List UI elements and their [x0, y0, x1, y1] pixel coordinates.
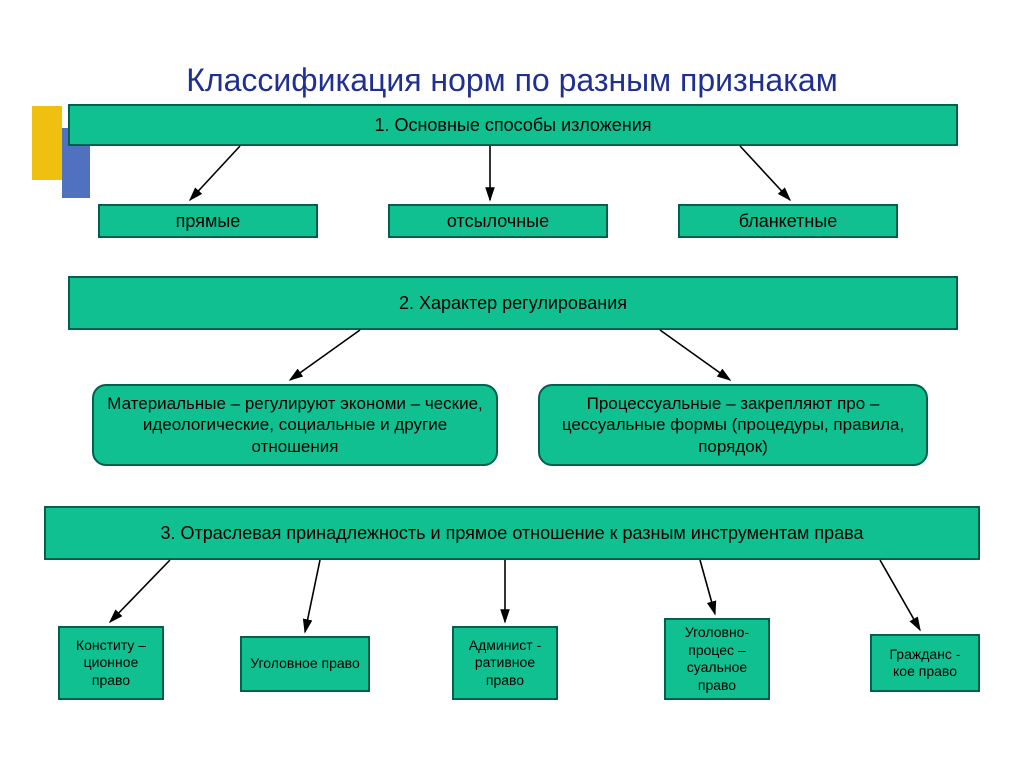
section1-item-3: бланкетные	[678, 204, 898, 238]
section1-item-2: отсылочные	[388, 204, 608, 238]
section1-item-1: прямые	[98, 204, 318, 238]
section2-header: 2. Характер регулирования	[68, 276, 958, 330]
section2-item-2: Процессуальные – закрепляют про – цессуа…	[538, 384, 928, 466]
section3-item-4: Уголовно-процес – суальное право	[664, 618, 770, 700]
section3-item-5: Гражданс - кое право	[870, 634, 980, 692]
section1-header: 1. Основные способы изложения	[68, 104, 958, 146]
section3-item-2: Уголовное право	[240, 636, 370, 692]
deco-yellow	[32, 106, 62, 180]
section3-item-3: Админист - ративное право	[452, 626, 558, 700]
section3-header: 3. Отраслевая принадлежность и прямое от…	[44, 506, 980, 560]
section2-item-1: Материальные – регулируют экономи – ческ…	[92, 384, 498, 466]
page-title: Классификация норм по разным признакам	[0, 62, 1024, 99]
section3-item-1: Конститу – ционное право	[58, 626, 164, 700]
